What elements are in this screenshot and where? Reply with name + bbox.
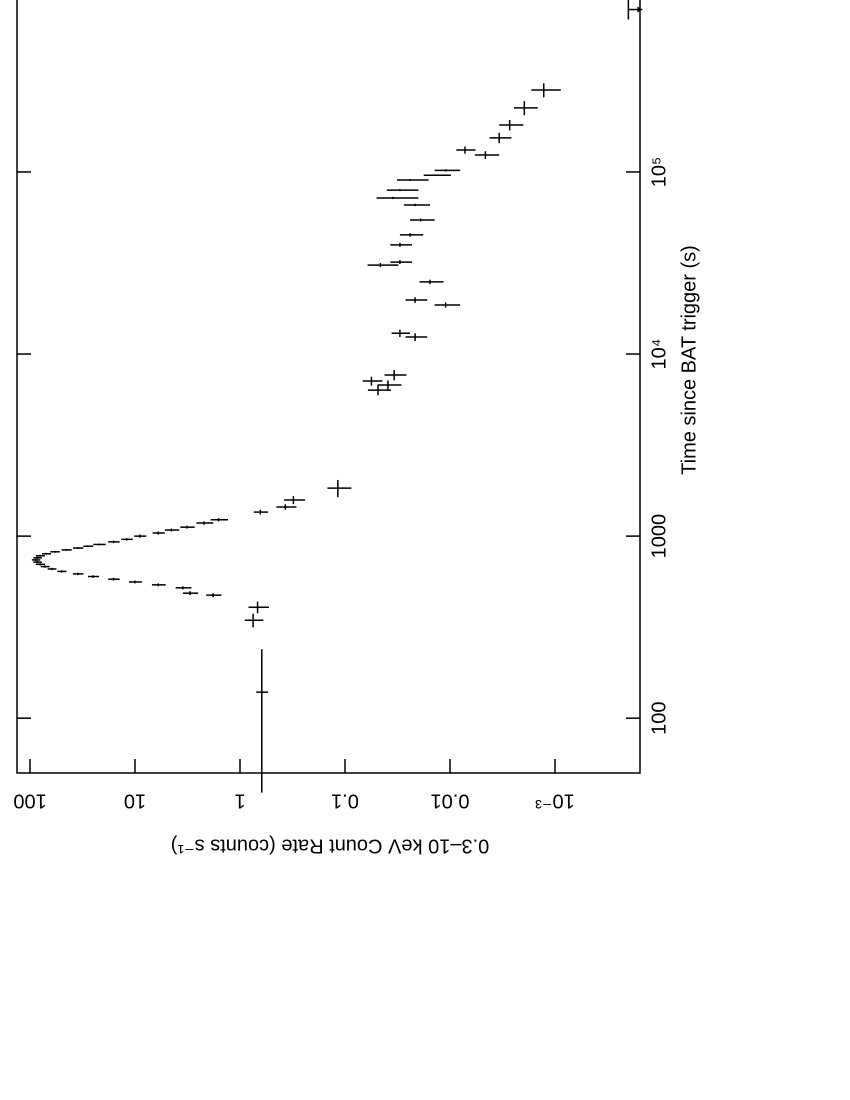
y-tick-label: 10 xyxy=(124,790,146,812)
x-tick-label: 1000 xyxy=(648,514,670,559)
upper-limit-arrowhead xyxy=(637,6,643,13)
y-axis-title: 0.3–10 keV Count Rate (counts s⁻¹) xyxy=(171,835,490,857)
plot-frame xyxy=(16,0,641,774)
y-tick-label: 100 xyxy=(13,790,46,812)
x-tick-label: 10⁵ xyxy=(648,157,670,188)
y-tick-label: 1 xyxy=(234,790,245,812)
x-axis-title: Time since BAT trigger (s) xyxy=(678,245,700,475)
y-tick-label: 10⁻³ xyxy=(535,790,575,812)
y-tick-label: 0.1 xyxy=(331,790,359,812)
y-tick-label: 0.01 xyxy=(431,790,470,812)
x-tick-label: 100 xyxy=(648,702,670,735)
x-tick-label: 10⁴ xyxy=(648,339,670,370)
